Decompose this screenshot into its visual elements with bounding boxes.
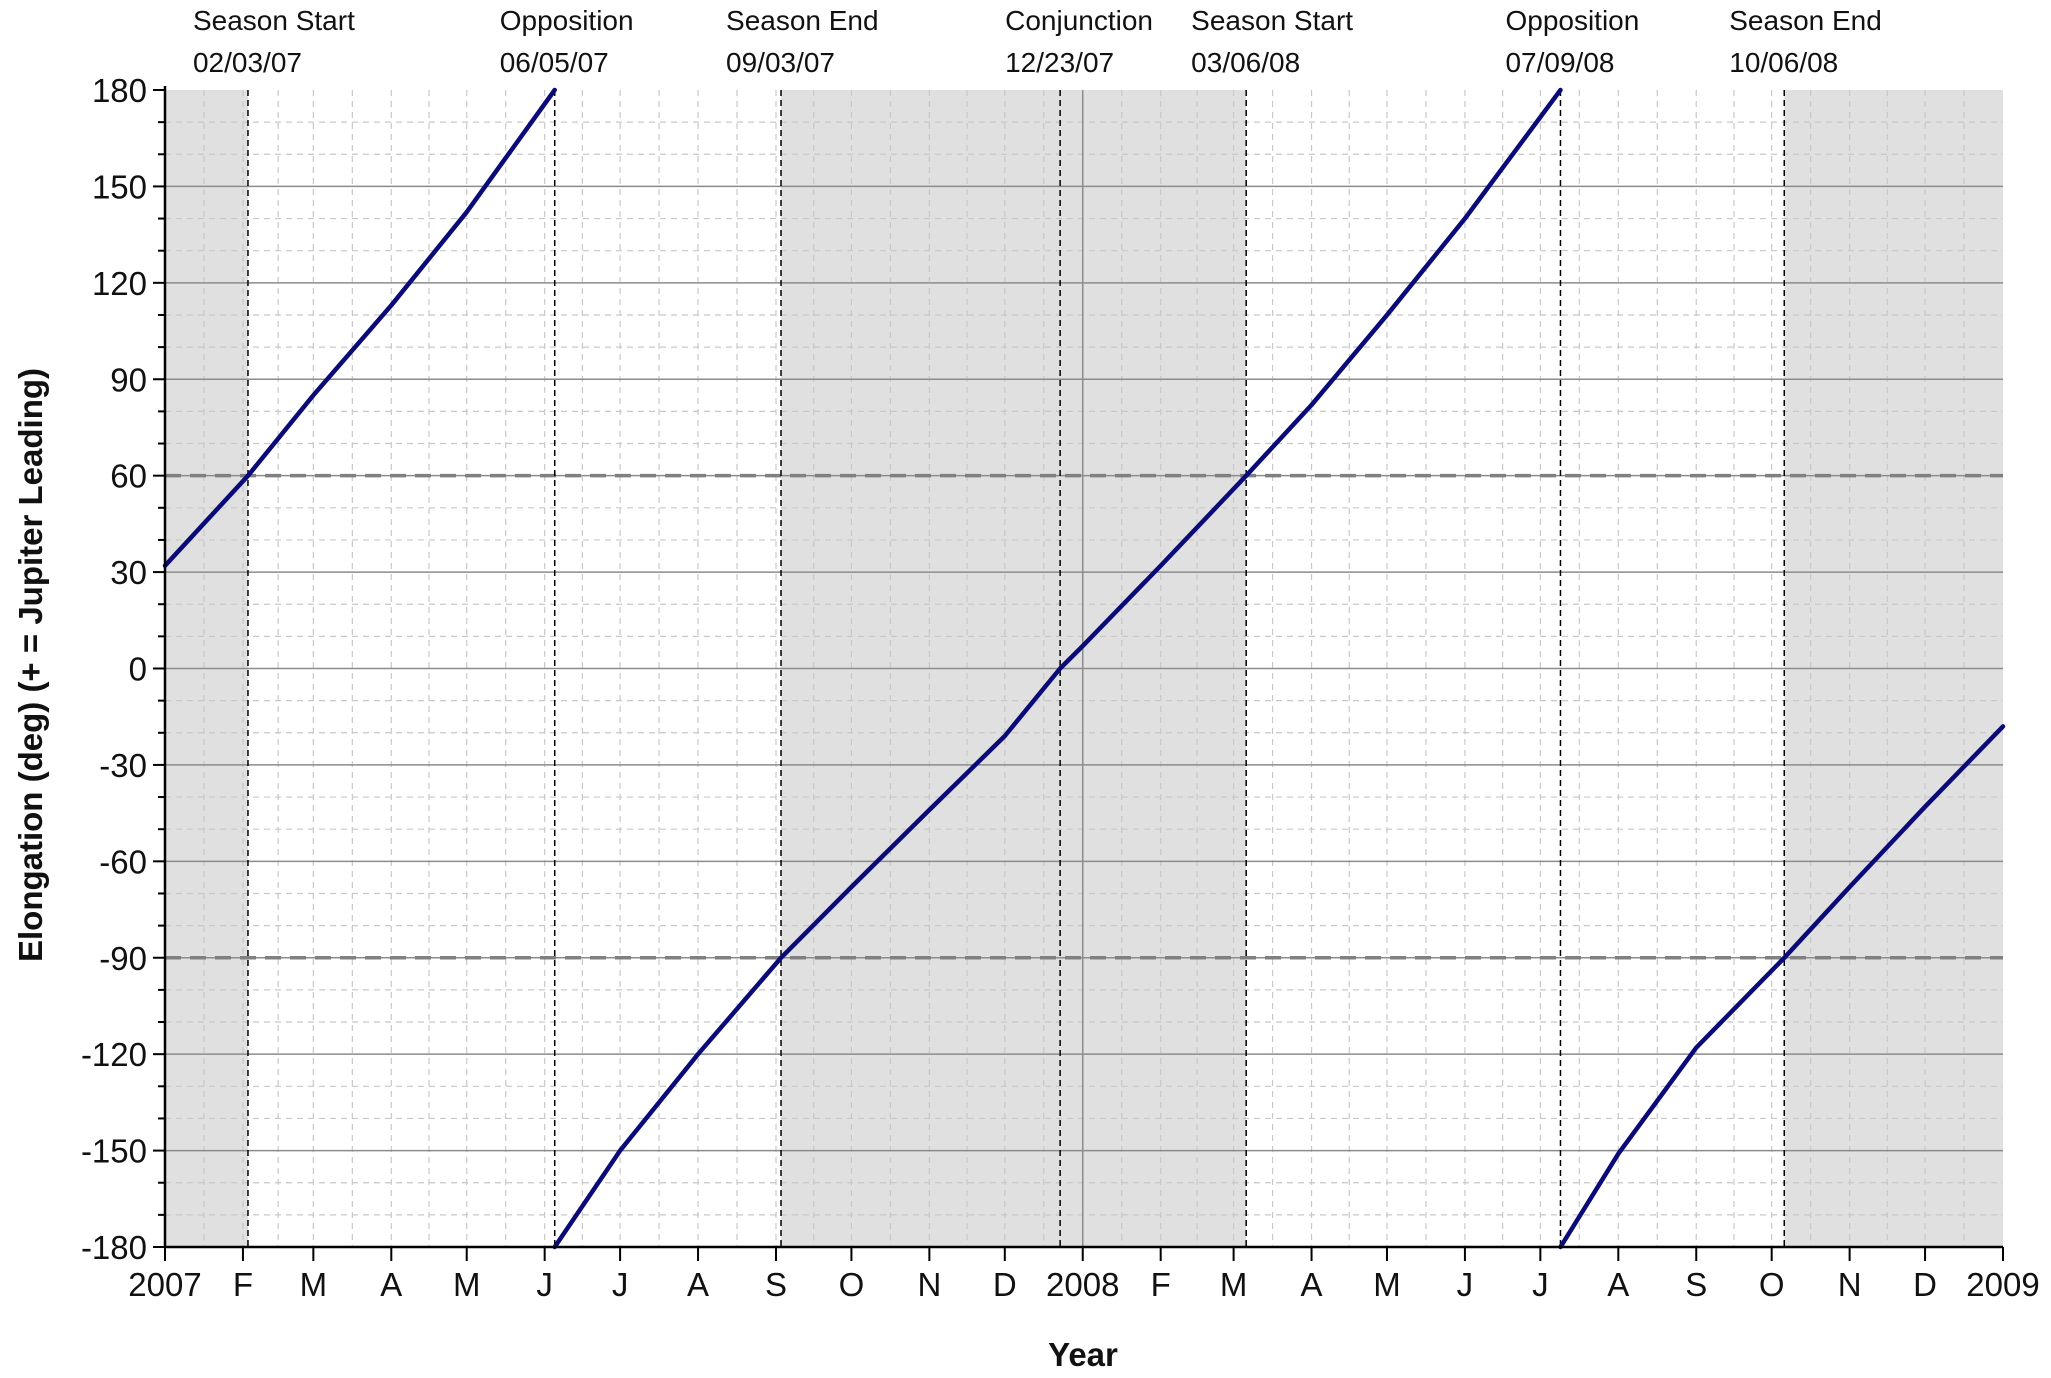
x-axis-title: Year [1048,1336,1118,1373]
event-label: Season End [1729,5,1882,36]
x-tick-label: J [612,1266,629,1303]
x-tick-label: O [1759,1266,1785,1303]
x-tick-label: A [1607,1266,1629,1303]
x-tick-label: 2009 [1966,1266,2039,1303]
y-tick-label: 90 [110,361,147,398]
series-line [552,87,1563,1250]
y-tick-label: -60 [99,843,147,880]
x-tick-label: 2008 [1046,1266,1119,1303]
x-tick-label: M [1373,1266,1401,1303]
y-tick-label: 120 [92,265,147,302]
event-label: Opposition [500,5,634,36]
x-tick-label: N [917,1266,941,1303]
x-tick-label: M [453,1266,481,1303]
y-tick-label: 150 [92,168,147,205]
event-date-label: 02/03/07 [193,47,302,78]
x-tick-label: D [993,1266,1017,1303]
x-tick-label: J [536,1266,553,1303]
x-tick-label: O [839,1266,865,1303]
event-date-label: 03/06/08 [1191,47,1300,78]
event-label: Conjunction [1005,5,1153,36]
x-tick-label: 2007 [128,1266,201,1303]
event-date-label: 07/09/08 [1505,47,1614,78]
tick-labels: 1801501209060300-30-60-90-120-150-180200… [81,72,2040,1303]
series-line [1558,724,2006,1250]
event-date-label: 10/06/08 [1729,47,1838,78]
event-label: Season Start [193,5,355,36]
x-tick-label: M [300,1266,328,1303]
event-date-label: 09/03/07 [726,47,835,78]
y-tick-label: 60 [110,458,147,495]
y-tick-label: 30 [110,554,147,591]
y-tick-label: -120 [81,1036,147,1073]
reference-lines [165,473,2003,960]
x-tick-label: J [1532,1266,1549,1303]
y-tick-label: -90 [99,940,147,977]
event-label: Season End [726,5,879,36]
grid-lines [165,90,2003,1247]
x-tick-label: F [233,1266,253,1303]
x-tick-label: S [1685,1266,1707,1303]
y-tick-label: 180 [92,72,147,109]
y-tick-label: -30 [99,747,147,784]
x-tick-label: N [1838,1266,1862,1303]
x-tick-label: S [765,1266,787,1303]
event-label: Opposition [1505,5,1639,36]
event-label: Season Start [1191,5,1353,36]
y-tick-label: -150 [81,1133,147,1170]
y-tick-label: -180 [81,1229,147,1266]
event-date-label: 06/05/07 [500,47,609,78]
x-tick-label: J [1457,1266,1474,1303]
x-tick-label: M [1220,1266,1248,1303]
x-tick-label: A [1301,1266,1323,1303]
event-date-label: 12/23/07 [1005,47,1114,78]
data-series [162,87,2006,1250]
event-markers: Season Start 02/03/07 Opposition 06/05/07 Se… [193,5,1882,1247]
y-axis-title: Elongation (deg) (+ = Jupiter Leading) [12,368,49,962]
axes [153,86,2004,1261]
x-tick-label: A [380,1266,402,1303]
series-line [162,87,557,568]
x-tick-label: A [687,1266,709,1303]
y-tick-label: 0 [129,651,147,688]
x-tick-label: D [1913,1266,1937,1303]
x-tick-label: F [1151,1266,1171,1303]
